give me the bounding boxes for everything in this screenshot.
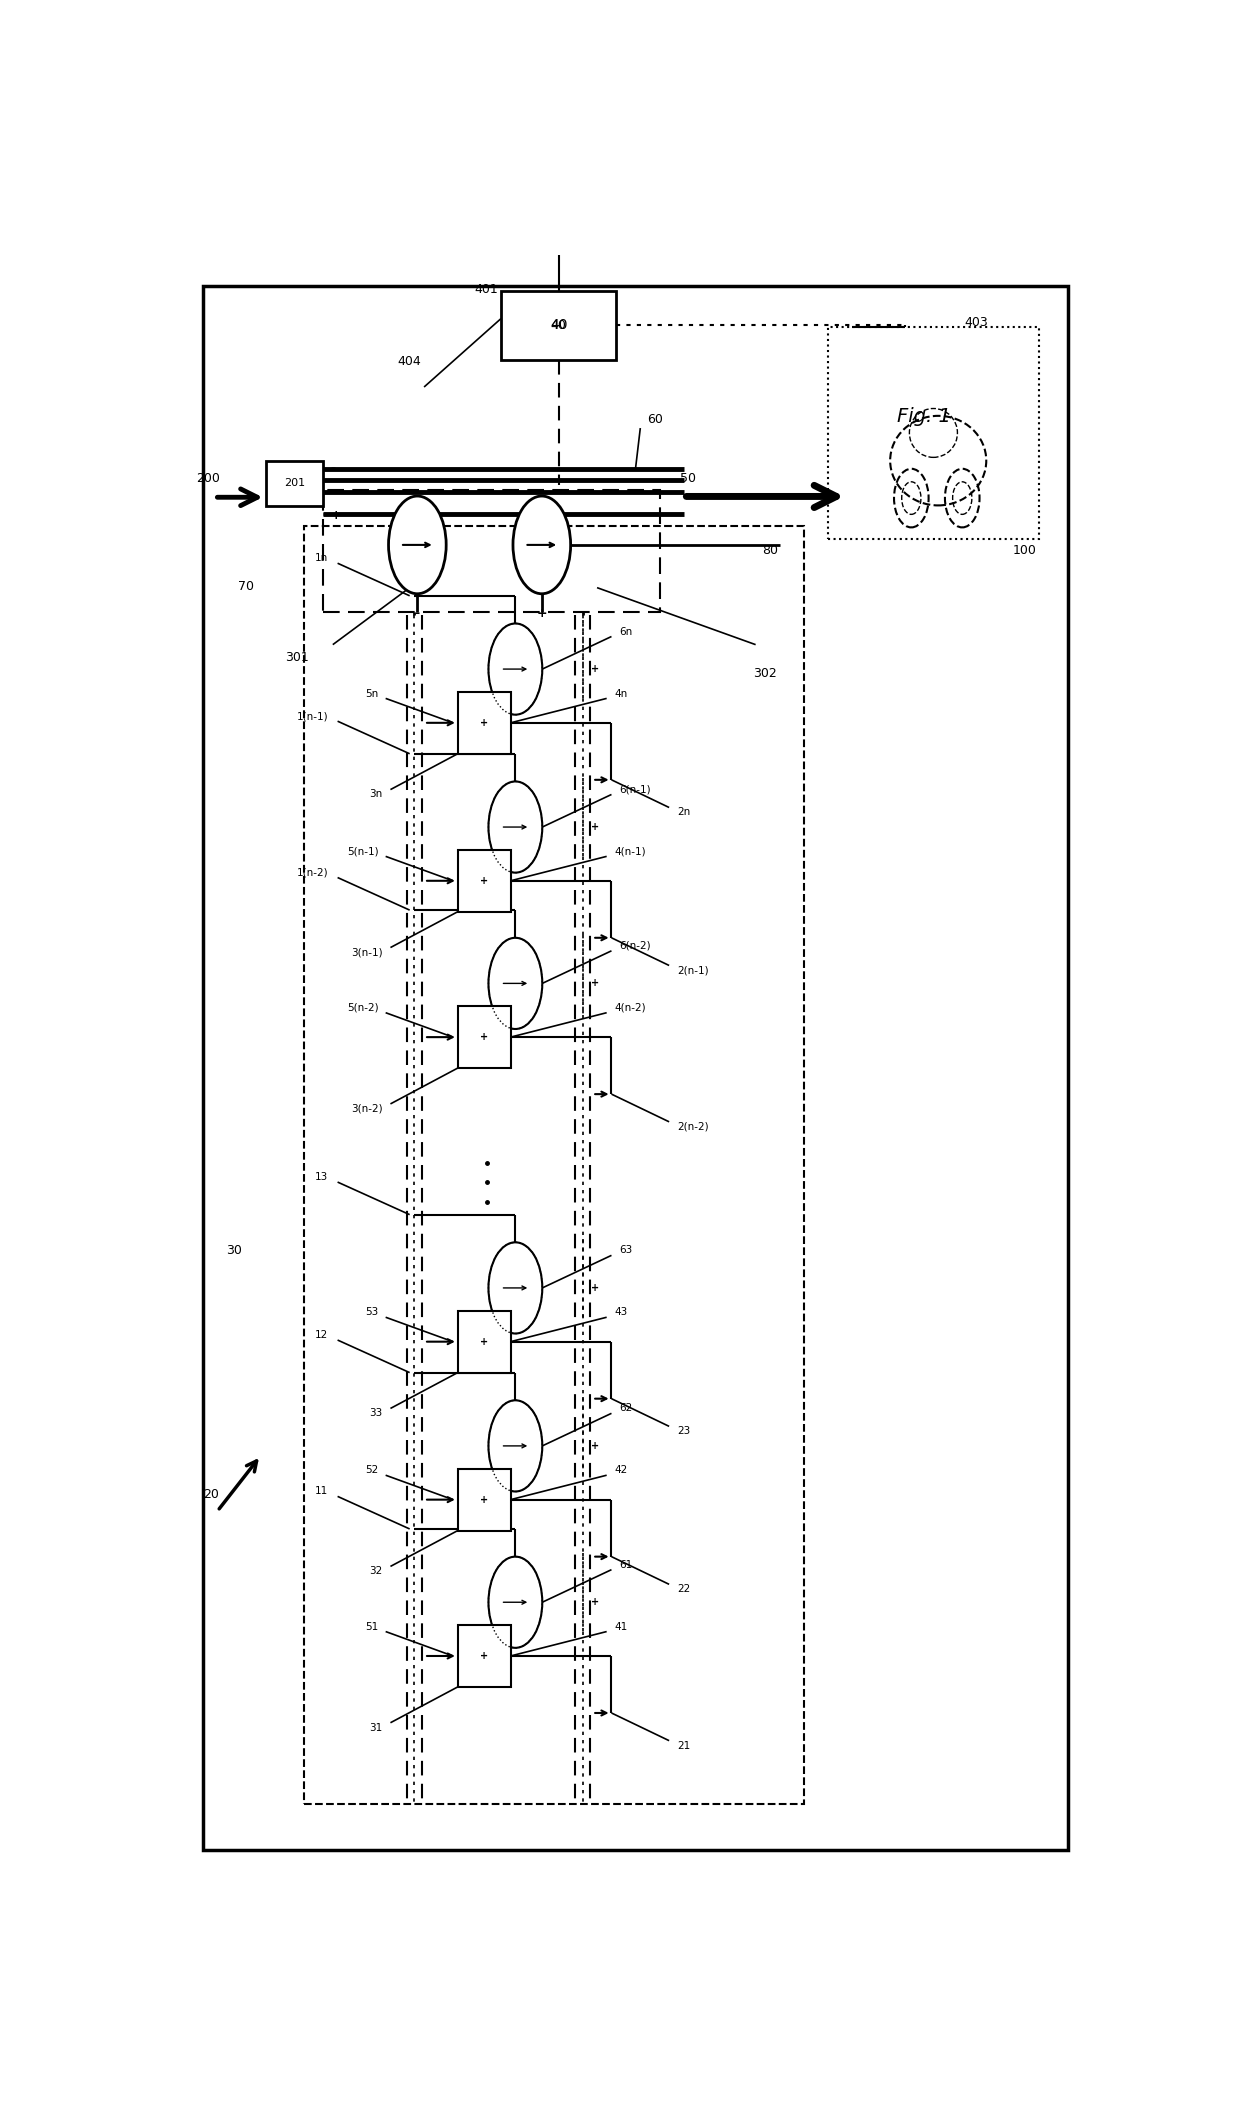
Text: 30: 30 (226, 1244, 242, 1256)
Text: +: + (480, 1652, 489, 1660)
Bar (458, 692, 511, 753)
Text: 3(n-1): 3(n-1) (351, 948, 383, 958)
Text: +: + (591, 823, 599, 831)
Text: 53: 53 (366, 1307, 379, 1318)
Text: 3(n-2): 3(n-2) (351, 1104, 383, 1115)
Text: 4n: 4n (614, 689, 627, 698)
Text: 70: 70 (238, 580, 254, 592)
Text: +: + (591, 1284, 599, 1292)
Text: 60: 60 (647, 412, 662, 427)
Text: 2(n-2): 2(n-2) (677, 1121, 708, 1132)
Text: 31: 31 (370, 1722, 383, 1732)
Text: 40: 40 (551, 319, 567, 332)
Circle shape (489, 1400, 542, 1491)
Circle shape (489, 1557, 542, 1648)
Text: 22: 22 (677, 1584, 691, 1595)
Bar (458, 1007, 511, 1068)
Text: +: + (591, 1440, 599, 1451)
Circle shape (388, 497, 446, 594)
Text: 2(n-1): 2(n-1) (677, 964, 708, 975)
Text: 61: 61 (619, 1559, 632, 1569)
Text: +: + (591, 664, 599, 675)
Text: 404: 404 (398, 355, 422, 368)
Text: 200: 200 (196, 472, 219, 484)
Text: -: - (331, 463, 336, 476)
Text: +: + (591, 979, 599, 988)
Bar (458, 1624, 511, 1688)
Bar (501, 292, 616, 360)
Text: 11: 11 (315, 1487, 327, 1497)
Bar (458, 1468, 511, 1531)
Text: +: + (331, 510, 341, 522)
Text: 32: 32 (370, 1567, 383, 1576)
Text: 201: 201 (284, 478, 305, 489)
Text: +: + (537, 607, 547, 620)
Bar (828, 328, 1039, 539)
Text: 5(n-2): 5(n-2) (347, 1003, 379, 1013)
Text: 51: 51 (366, 1622, 379, 1631)
Text: 4(n-1): 4(n-1) (614, 846, 646, 857)
Text: 52: 52 (366, 1466, 379, 1476)
Bar (458, 1311, 511, 1373)
Text: 41: 41 (614, 1622, 627, 1631)
Text: 403: 403 (965, 315, 988, 328)
Text: +: + (480, 1337, 489, 1347)
Text: 5n: 5n (366, 689, 379, 698)
Text: 63: 63 (619, 1246, 632, 1256)
Text: 43: 43 (614, 1307, 627, 1318)
Text: 6(n-2): 6(n-2) (619, 941, 651, 952)
Text: 23: 23 (677, 1426, 691, 1436)
Bar (265, 461, 324, 505)
Text: 401: 401 (475, 283, 498, 296)
Text: Fig. 1: Fig. 1 (897, 408, 951, 425)
Bar (324, 491, 660, 611)
Text: 301: 301 (285, 651, 309, 664)
Text: 40: 40 (549, 319, 568, 332)
Text: 6(n-1): 6(n-1) (619, 785, 651, 795)
Circle shape (489, 937, 542, 1030)
Text: 6n: 6n (619, 626, 632, 637)
Text: +: + (480, 876, 489, 886)
Bar (458, 850, 511, 912)
Text: 13: 13 (315, 1172, 327, 1182)
Text: 1(n-2): 1(n-2) (296, 867, 327, 878)
Text: 201: 201 (284, 478, 304, 489)
Text: 3n: 3n (370, 789, 383, 799)
Text: +: + (591, 1597, 599, 1607)
Text: +: + (480, 717, 489, 728)
Text: 1(n-1): 1(n-1) (296, 711, 327, 721)
Text: 80: 80 (763, 544, 777, 556)
Circle shape (513, 497, 570, 594)
Text: -: - (415, 607, 420, 620)
Text: 62: 62 (619, 1404, 632, 1413)
Text: 21: 21 (677, 1741, 691, 1751)
Text: 12: 12 (315, 1330, 327, 1341)
Circle shape (489, 624, 542, 715)
Bar (304, 527, 804, 1804)
Text: 33: 33 (370, 1409, 383, 1419)
Text: 302: 302 (754, 668, 777, 681)
Text: 2n: 2n (677, 808, 691, 816)
Text: 20: 20 (203, 1489, 218, 1502)
Text: +: + (480, 1032, 489, 1043)
Text: 42: 42 (614, 1466, 627, 1476)
Text: +: + (480, 1495, 489, 1504)
Text: 4(n-2): 4(n-2) (614, 1003, 646, 1013)
Text: 5(n-1): 5(n-1) (347, 846, 379, 857)
Text: 100: 100 (1013, 544, 1037, 556)
Circle shape (489, 780, 542, 873)
Text: 1n: 1n (315, 554, 327, 563)
Circle shape (489, 1242, 542, 1335)
Text: 50: 50 (681, 472, 697, 484)
